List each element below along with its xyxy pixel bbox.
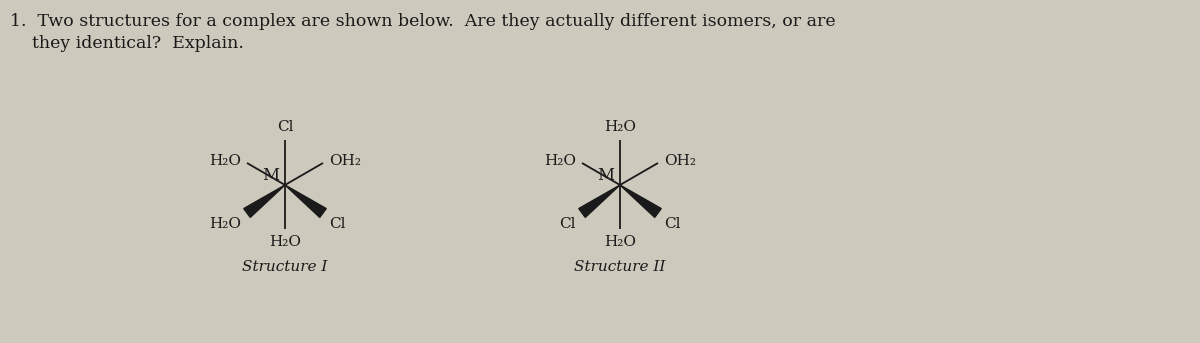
Text: Structure I: Structure I [242,260,328,274]
Text: H₂O: H₂O [269,235,301,249]
Text: M: M [596,167,614,184]
Polygon shape [286,185,326,217]
Text: OH₂: OH₂ [664,154,696,168]
Text: Cl: Cl [277,120,293,134]
Text: H₂O: H₂O [604,120,636,134]
Text: 1.  Two structures for a complex are shown below.  Are they actually different i: 1. Two structures for a complex are show… [10,13,835,30]
Text: Structure II: Structure II [575,260,666,274]
Text: H₂O: H₂O [544,154,576,168]
Text: OH₂: OH₂ [329,154,361,168]
Polygon shape [578,185,620,217]
Polygon shape [620,185,661,217]
Text: Cl: Cl [559,217,576,231]
Text: H₂O: H₂O [604,235,636,249]
Text: H₂O: H₂O [209,154,241,168]
Text: M: M [262,167,278,184]
Text: Cl: Cl [329,217,346,231]
Text: H₂O: H₂O [209,217,241,231]
Polygon shape [244,185,286,217]
Text: Cl: Cl [664,217,680,231]
Text: they identical?  Explain.: they identical? Explain. [10,35,244,52]
